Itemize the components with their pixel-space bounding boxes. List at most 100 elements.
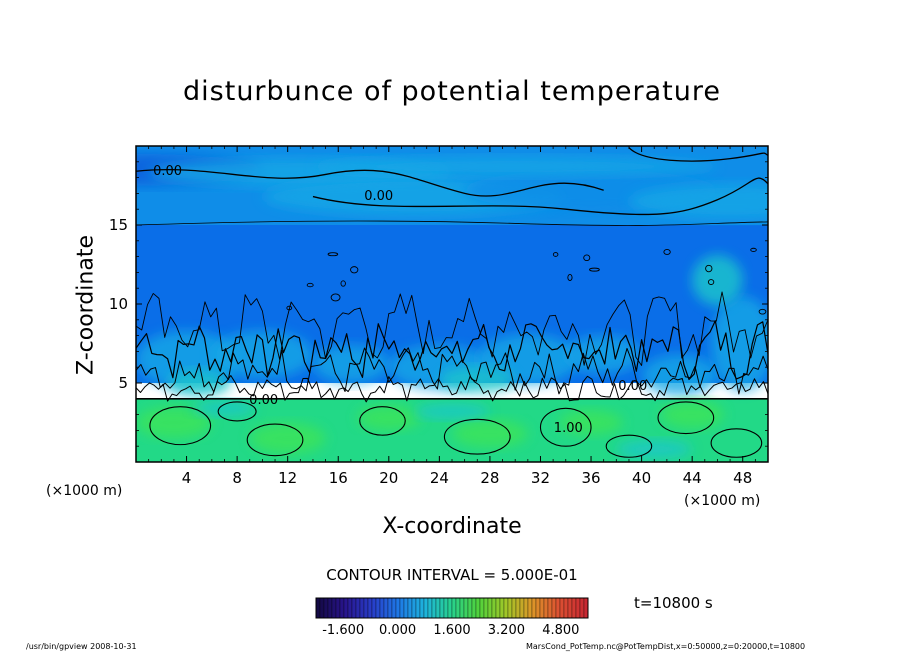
colorbar-segment bbox=[315, 597, 321, 619]
contour-cell bbox=[552, 252, 559, 257]
colorbar-segment bbox=[583, 597, 589, 619]
contour-bl-1 bbox=[136, 320, 768, 381]
colorbar-segment bbox=[319, 597, 325, 619]
contour-loop-5 bbox=[657, 401, 715, 435]
colorbar-segment bbox=[567, 597, 573, 619]
time-label: t=10800 s bbox=[634, 594, 713, 612]
colorbar-segment bbox=[507, 597, 513, 619]
x-tick-label: 24 bbox=[429, 469, 449, 487]
x-tick-label: 4 bbox=[181, 469, 192, 487]
chart-title: disturbunce of potential temperature bbox=[183, 76, 721, 107]
contour-lines bbox=[136, 147, 768, 458]
colorbar-segment bbox=[423, 597, 429, 619]
x-axis-label: X-coordinate bbox=[382, 514, 522, 539]
field-blob-18 bbox=[249, 422, 326, 455]
contour-label: 0.00 bbox=[153, 163, 183, 179]
colorbar-segment bbox=[491, 597, 497, 619]
colorbar-segment bbox=[471, 597, 477, 619]
colorbar-segment bbox=[351, 597, 357, 619]
colorbar-segment bbox=[379, 597, 385, 619]
colorbar-tick-label: -1.600 bbox=[322, 623, 365, 638]
colorbar-segment bbox=[455, 597, 461, 619]
colorbar-segment bbox=[439, 597, 445, 619]
colorbar-segment bbox=[343, 597, 349, 619]
colorbar-segment bbox=[479, 597, 485, 619]
colorbar-segment bbox=[563, 597, 569, 619]
colorbar-segment bbox=[515, 597, 521, 619]
contour-loop-4 bbox=[539, 407, 592, 447]
colorbar-segment bbox=[579, 597, 585, 619]
colorbar-segment bbox=[427, 597, 433, 619]
colorbar-segment bbox=[531, 597, 537, 619]
colorbar-segment bbox=[511, 597, 517, 619]
colorbar-segment bbox=[431, 597, 437, 619]
field-blob-5 bbox=[312, 157, 718, 177]
colorbar-segment bbox=[539, 597, 545, 619]
y-tick-label: 5 bbox=[118, 374, 128, 392]
contour-interval-label: CONTOUR INTERVAL = 5.000E-01 bbox=[326, 566, 578, 584]
x-unit-left: (×1000 m) bbox=[46, 483, 123, 499]
colorbar-segment bbox=[551, 597, 557, 619]
contour-upper-1 bbox=[136, 168, 604, 197]
contour-label: 1.00 bbox=[553, 421, 583, 437]
colorbar-segment bbox=[451, 597, 457, 619]
colorbar-segment bbox=[375, 597, 381, 619]
colorbar-segment bbox=[467, 597, 473, 619]
colorbar-segment bbox=[435, 597, 441, 619]
colorbar-segment bbox=[387, 597, 393, 619]
colorbar-segment bbox=[359, 597, 365, 619]
colorbar-segment bbox=[527, 597, 533, 619]
colorbar-tick-label: 0.000 bbox=[378, 623, 417, 638]
colorbar-segment bbox=[419, 597, 425, 619]
y-tick-label: 10 bbox=[108, 295, 128, 313]
colorbar-segment bbox=[555, 597, 561, 619]
colorbar bbox=[315, 597, 589, 619]
contour-loop-0 bbox=[149, 406, 212, 446]
colorbar-tick-label: 4.800 bbox=[542, 623, 580, 638]
colorbar-segment bbox=[575, 597, 581, 619]
field-blob-24 bbox=[414, 403, 490, 420]
colorbar-segment bbox=[559, 597, 565, 619]
contour-cell bbox=[750, 247, 757, 252]
colorbar-segment bbox=[355, 597, 361, 619]
contour-cell bbox=[758, 308, 767, 315]
contour-loop-1 bbox=[246, 423, 304, 457]
y-tick-label: 15 bbox=[108, 216, 128, 234]
contour-cell bbox=[306, 282, 314, 288]
colorbar-segment bbox=[403, 597, 409, 619]
contour-loop-7 bbox=[217, 401, 257, 422]
field-blob-15 bbox=[439, 367, 516, 393]
y-axis-label: Z-coordinate bbox=[73, 235, 99, 375]
field-blob-23 bbox=[192, 400, 257, 417]
contour-cell bbox=[567, 273, 573, 282]
colorbar-segment bbox=[327, 597, 333, 619]
field-blob-21 bbox=[559, 409, 623, 436]
colorbar-segment bbox=[543, 597, 549, 619]
colorbar-segment bbox=[443, 597, 449, 619]
x-tick-label: 12 bbox=[278, 469, 298, 487]
contour-cell bbox=[707, 279, 715, 285]
field-blob-11 bbox=[565, 335, 642, 374]
contour-cell bbox=[589, 267, 600, 272]
colorbar-segment bbox=[499, 597, 505, 619]
axis-ticks bbox=[136, 146, 768, 462]
colorbar-segment bbox=[391, 597, 397, 619]
x-unit-right: (×1000 m) bbox=[684, 493, 761, 509]
contour-cell bbox=[327, 252, 339, 257]
colorbar-segment bbox=[339, 597, 345, 619]
contour-cell bbox=[663, 249, 671, 255]
colorbar-segment bbox=[399, 597, 405, 619]
contour-loop-8 bbox=[605, 434, 653, 458]
colorbar-segment bbox=[483, 597, 489, 619]
contour-bl-2 bbox=[136, 347, 768, 395]
contour-cell bbox=[350, 266, 359, 274]
contour-label: 0.00 bbox=[364, 189, 394, 205]
contour-cell bbox=[583, 254, 591, 262]
colorbar-segment bbox=[415, 597, 421, 619]
contour-upper-4 bbox=[136, 220, 768, 226]
x-tick-label: 28 bbox=[480, 469, 500, 487]
contour-loop-6 bbox=[710, 428, 763, 458]
x-tick-label: 16 bbox=[328, 469, 348, 487]
colorbar-segment bbox=[535, 597, 541, 619]
